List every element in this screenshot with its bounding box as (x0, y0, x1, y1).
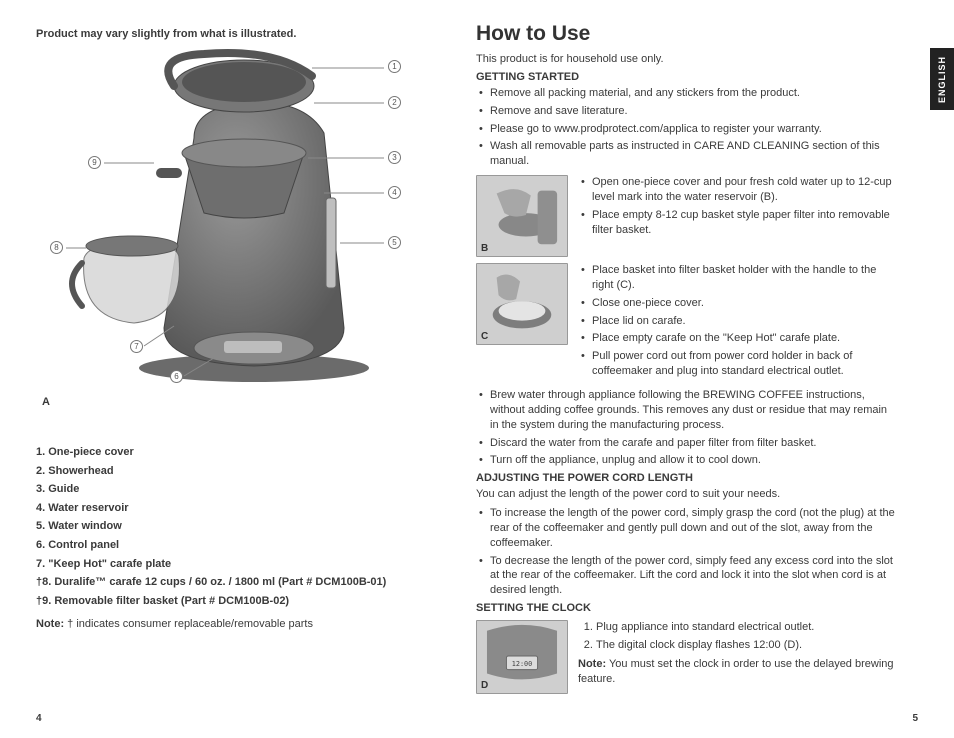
list-item: To increase the length of the power cord… (476, 506, 898, 551)
list-item: To decrease the length of the power cord… (476, 554, 898, 599)
callout-2: 2 (388, 96, 401, 109)
diagram-A-label: A (42, 396, 50, 408)
thumb-B-label: B (481, 243, 488, 254)
part-9: †9. Removable filter basket (Part # DCM1… (36, 593, 440, 611)
diagram-A: 1 2 3 4 5 9 8 7 6 A (44, 48, 424, 388)
thumb-B: B (476, 175, 568, 257)
list-item: Turn off the appliance, unplug and allow… (476, 453, 898, 468)
list-item: Plug appliance into standard electrical … (596, 620, 898, 635)
page-title: How to Use (476, 22, 898, 46)
thumb-D-label: D (481, 680, 488, 691)
step-B-bullets: Open one-piece cover and pour fresh cold… (578, 175, 898, 257)
svg-text:12:00: 12:00 (512, 660, 532, 668)
step-D-section: 12:00 D Plug appliance into standard ele… (476, 620, 898, 694)
getting-started-bullets2: Brew water through appliance following t… (476, 388, 898, 468)
part-4: 4. Water reservoir (36, 500, 440, 518)
parts-list: 1. One-piece cover 2. Showerhead 3. Guid… (36, 444, 440, 634)
part-3: 3. Guide (36, 481, 440, 499)
list-item: Discard the water from the carafe and pa… (476, 436, 898, 451)
page-number-right: 5 (912, 713, 918, 724)
getting-started-bullets: Remove all packing material, and any sti… (476, 86, 898, 169)
part-1: 1. One-piece cover (36, 444, 440, 462)
callout-7: 7 (130, 340, 143, 353)
clock-note: Note: You must set the clock in order to… (578, 657, 898, 687)
list-item: Place lid on carafe. (578, 314, 898, 329)
thumb-C: C (476, 263, 568, 345)
variance-note: Product may vary slightly from what is i… (36, 28, 440, 40)
list-item: Close one-piece cover. (578, 296, 898, 311)
list-item: Place empty carafe on the "Keep Hot" car… (578, 331, 898, 346)
left-page: Product may vary slightly from what is i… (0, 0, 460, 738)
list-item: Please go to www.prodprotect.com/applica… (476, 122, 898, 137)
list-item: Pull power cord out from power cord hold… (578, 349, 898, 379)
list-item: The digital clock display flashes 12:00 … (596, 638, 898, 653)
callout-1: 1 (388, 60, 401, 73)
part-2: 2. Showerhead (36, 463, 440, 481)
thumb-C-label: C (481, 331, 488, 342)
part-5: 5. Water window (36, 518, 440, 536)
callout-4: 4 (388, 186, 401, 199)
list-item: Place basket into filter basket holder w… (578, 263, 898, 293)
list-item: Wash all removable parts as instructed i… (476, 139, 898, 169)
callout-6: 6 (170, 370, 183, 383)
callout-5: 5 (388, 236, 401, 249)
page-number-left: 4 (36, 713, 42, 724)
list-item: Place empty 8-12 cup basket style paper … (578, 208, 898, 238)
parts-footnote: Note: † indicates consumer replaceable/r… (36, 616, 440, 634)
thumb-D: 12:00 D (476, 620, 568, 694)
part-8: †8. Duralife™ carafe 12 cups / 60 oz. / … (36, 574, 440, 592)
right-page: How to Use This product is for household… (460, 0, 954, 738)
language-tab: ENGLISH (930, 48, 954, 110)
list-item: Open one-piece cover and pour fresh cold… (578, 175, 898, 205)
list-item: Remove and save literature. (476, 104, 898, 119)
step-B-section: B Open one-piece cover and pour fresh co… (476, 175, 898, 257)
step-C-bullets: Place basket into filter basket holder w… (578, 263, 898, 382)
callout-3: 3 (388, 151, 401, 164)
callout-8: 8 (50, 241, 63, 254)
part-7: 7. "Keep Hot" carafe plate (36, 556, 440, 574)
clock-head: SETTING THE CLOCK (476, 602, 898, 614)
cord-head: ADJUSTING THE POWER CORD LENGTH (476, 472, 898, 484)
cord-intro: You can adjust the length of the power c… (476, 487, 898, 502)
step-C-section: C Place basket into filter basket holder… (476, 263, 898, 382)
callout-9: 9 (88, 156, 101, 169)
intro-text: This product is for household use only. (476, 52, 898, 67)
part-6: 6. Control panel (36, 537, 440, 555)
cord-bullets: To increase the length of the power cord… (476, 506, 898, 598)
list-item: Brew water through appliance following t… (476, 388, 898, 433)
getting-started-head: GETTING STARTED (476, 71, 898, 83)
list-item: Remove all packing material, and any sti… (476, 86, 898, 101)
coffeemaker-illustration (44, 48, 424, 388)
clock-steps: Plug appliance into standard electrical … (578, 620, 898, 654)
